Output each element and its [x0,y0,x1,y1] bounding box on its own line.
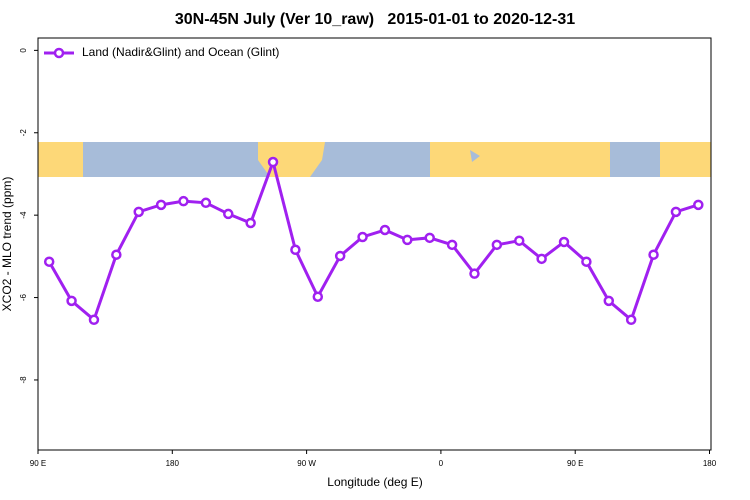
chart-title: 30N-45N July (Ver 10_raw) 2015-01-01 to … [175,11,575,28]
y-tick-label: -4 [19,211,28,219]
data-point [111,249,122,260]
data-point [133,206,144,218]
data-point [469,268,480,279]
data-point [267,156,279,168]
y-tick-label: 0 [19,48,28,53]
x-tick-label: 90 E [30,459,46,468]
data-point [491,239,503,251]
data-point [513,235,525,246]
data-point [43,256,55,267]
x-tick-label: 0 [439,459,444,468]
x-axis-label: Longitude (deg E) [327,475,422,489]
x-tick-label: 90 E [567,459,583,468]
data-point [245,217,256,229]
y-tick-label: -8 [19,376,28,384]
data-point [446,239,458,251]
data-point [223,208,234,220]
data-point [670,206,682,218]
plot-frame [37,37,712,451]
data-point [581,256,592,267]
data-point [603,295,615,307]
y-tick-label: -2 [19,129,28,137]
x-tick-label: 180 [166,459,180,468]
data-point [379,224,391,236]
x-tick-label: 180 [703,459,717,468]
data-point [66,295,77,307]
y-tick-label: -6 [19,293,28,301]
data-point [536,253,547,265]
legend-marker [53,47,65,59]
data-point [178,195,189,207]
data-point [625,314,637,326]
data-point [693,199,704,211]
data-point [290,244,301,256]
data-line [47,156,699,323]
x-tick-label: 90 W [297,459,316,468]
legend-label: Land (Nadir&Glint) and Ocean (Glint) [82,45,279,59]
y-axis-label: XCO2 - MLO trend (ppm) [0,177,14,312]
data-point [200,197,212,209]
data-point [558,236,570,248]
data-point [312,291,324,302]
data-point [155,199,167,211]
data-point [357,231,368,243]
data-point [424,232,435,244]
data-point [334,250,346,262]
data-point [648,249,659,260]
data-point [88,314,100,326]
map-band [38,142,711,177]
data-point [402,234,413,246]
